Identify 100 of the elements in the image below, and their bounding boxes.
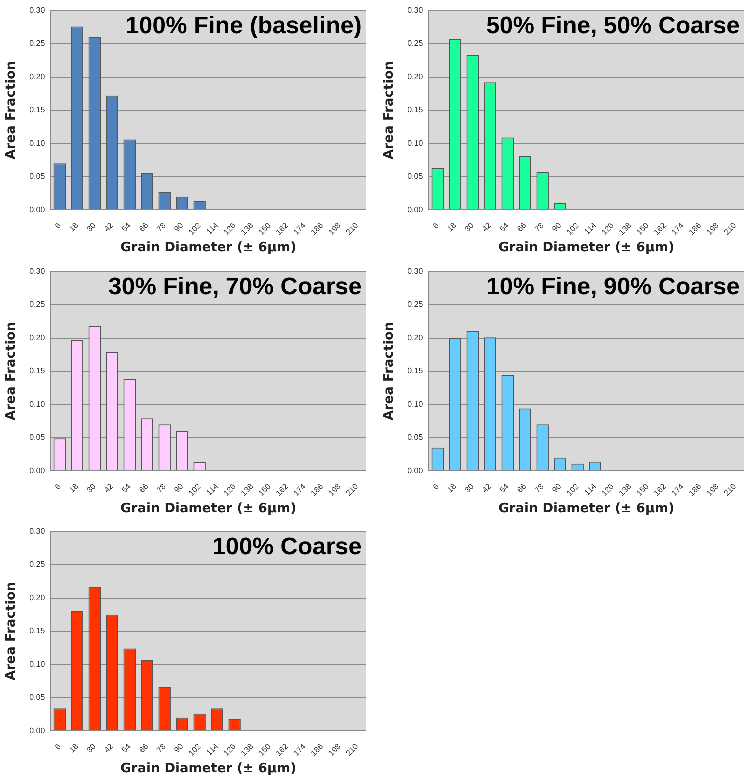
x-tick-label: 186 — [687, 482, 704, 498]
x-tick-label: 198 — [704, 482, 722, 498]
y-tick-label: 0.25 — [408, 39, 424, 48]
x-tick-label: 30 — [463, 482, 476, 495]
x-tick-label: 6 — [53, 482, 64, 492]
y-tick-label: 0.05 — [408, 433, 424, 442]
x-tick-label: 78 — [533, 482, 546, 495]
x-tick-label: 102 — [187, 482, 204, 498]
x-tick-label: 90 — [550, 482, 564, 495]
x-tick-label: 126 — [600, 482, 616, 498]
x-tick-label: 66 — [138, 220, 151, 234]
y-tick-label: 0.20 — [30, 333, 46, 342]
y-tick-label: 0.20 — [408, 333, 424, 342]
x-tick-label: 174 — [670, 220, 686, 237]
x-tick-label: 90 — [172, 482, 186, 495]
x-tick-label: 138 — [239, 482, 256, 498]
y-tick-label: 0.20 — [30, 593, 46, 602]
chart-title: 100% Fine (baseline) — [126, 12, 362, 40]
x-axis-title: Grain Diameter (± 6µm) — [498, 502, 675, 517]
y-axis-title: Area Fraction — [4, 61, 20, 160]
x-tick-label: 54 — [498, 220, 512, 234]
x-tick-label: 6 — [53, 742, 64, 752]
x-tick-label: 54 — [120, 220, 134, 234]
y-tick-label: 0.15 — [30, 626, 46, 636]
x-axis-title: Grain Diameter (± 6µm) — [120, 502, 297, 517]
y-tick-label: 0.00 — [30, 205, 46, 214]
x-tick-label: 138 — [617, 482, 634, 498]
y-tick-label: 0.10 — [30, 400, 46, 409]
y-tick-label: 0.10 — [408, 400, 424, 409]
y-tick-label: 0.20 — [30, 72, 46, 82]
x-tick-label: 42 — [102, 482, 116, 495]
x-tick-label: 78 — [155, 220, 168, 234]
y-tick-label: 0.30 — [408, 267, 424, 276]
x-tick-label: 18 — [68, 742, 81, 755]
y-tick-label: 0.25 — [30, 560, 46, 570]
y-tick-label: 0.10 — [408, 138, 424, 148]
x-tick-label: 198 — [326, 220, 344, 237]
x-tick-label: 150 — [256, 220, 274, 237]
y-tick-label: 0.30 — [30, 6, 46, 16]
x-tick-label: 54 — [498, 482, 512, 495]
x-tick-label: 6 — [53, 220, 64, 231]
x-tick-label: 102 — [565, 482, 582, 498]
x-tick-label: 186 — [687, 220, 704, 237]
x-tick-label: 66 — [516, 220, 529, 234]
y-tick-label: 0.00 — [408, 466, 424, 476]
x-tick-label: 210 — [344, 482, 361, 498]
x-tick-label: 90 — [172, 220, 186, 234]
chart-title: 50% Fine, 50% Coarse — [486, 12, 740, 40]
y-axis-title: Area Fraction — [382, 322, 398, 421]
x-tick-label: 6 — [431, 482, 442, 492]
x-tick-label: 30 — [85, 220, 98, 234]
x-tick-label: 174 — [670, 482, 686, 498]
x-tick-label: 66 — [138, 482, 151, 495]
x-tick-label: 198 — [326, 482, 344, 498]
x-tick-label: 30 — [85, 482, 98, 495]
chart-title: 10% Fine, 90% Coarse — [486, 273, 740, 300]
x-tick-label: 102 — [187, 742, 204, 758]
y-tick-label: 0.15 — [408, 366, 424, 376]
x-tick-label: 162 — [652, 220, 669, 237]
x-tick-label: 210 — [722, 482, 739, 498]
y-tick-label: 0.00 — [30, 726, 46, 736]
y-tick-label: 0.15 — [30, 366, 46, 376]
y-tick-label: 0.30 — [30, 527, 46, 536]
y-tick-label: 0.00 — [408, 205, 424, 214]
x-tick-label: 18 — [68, 220, 81, 234]
x-tick-label: 18 — [446, 220, 459, 234]
x-tick-label: 162 — [274, 742, 291, 758]
y-tick-label: 0.05 — [30, 433, 46, 442]
x-tick-label: 210 — [344, 742, 361, 758]
y-tick-label: 0.10 — [30, 660, 46, 669]
x-tick-label: 114 — [204, 482, 221, 498]
x-axis-title: Grain Diameter (± 6µm) — [498, 240, 675, 256]
x-tick-label: 198 — [704, 220, 722, 237]
y-tick-label: 0.05 — [30, 693, 46, 702]
x-tick-label: 186 — [309, 482, 326, 498]
y-tick-label: 0.30 — [408, 6, 424, 16]
x-tick-label: 174 — [292, 482, 308, 498]
chart-title: 30% Fine, 70% Coarse — [108, 273, 362, 300]
x-tick-label: 186 — [309, 220, 326, 237]
y-tick-label: 0.15 — [408, 106, 424, 115]
y-tick-label: 0.30 — [30, 267, 46, 276]
x-tick-label: 42 — [480, 482, 494, 495]
x-tick-label: 90 — [172, 742, 186, 755]
x-tick-label: 150 — [634, 482, 652, 498]
y-axis-title: Area Fraction — [4, 322, 20, 421]
x-tick-label: 162 — [652, 482, 669, 498]
y-tick-label: 0.20 — [408, 72, 424, 82]
x-tick-label: 174 — [292, 220, 308, 237]
x-tick-label: 186 — [309, 742, 326, 758]
x-tick-label: 78 — [533, 220, 546, 234]
x-axis-title: Grain Diameter (± 6µm) — [120, 240, 297, 256]
x-tick-label: 138 — [617, 220, 634, 237]
x-tick-label: 42 — [480, 220, 494, 234]
y-tick-label: 0.25 — [408, 300, 424, 310]
x-tick-label: 210 — [344, 220, 361, 237]
x-tick-label: 210 — [722, 220, 739, 237]
x-tick-label: 54 — [120, 742, 134, 755]
x-tick-label: 126 — [222, 742, 238, 758]
x-tick-label: 66 — [138, 742, 151, 755]
y-tick-label: 0.25 — [30, 300, 46, 310]
